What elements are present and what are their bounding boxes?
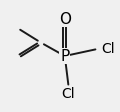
Text: P: P xyxy=(60,48,69,64)
Text: Cl: Cl xyxy=(101,42,114,56)
Text: Cl: Cl xyxy=(62,87,75,101)
Text: O: O xyxy=(59,12,71,27)
